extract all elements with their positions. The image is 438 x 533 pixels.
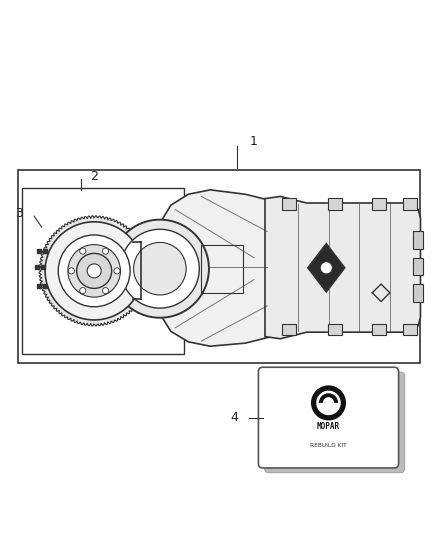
Wedge shape [319,393,338,403]
Circle shape [68,245,120,297]
FancyBboxPatch shape [18,170,420,363]
FancyBboxPatch shape [372,198,386,209]
Circle shape [120,229,199,308]
Wedge shape [323,397,334,403]
Text: 3: 3 [15,207,23,221]
Text: MOPAR: MOPAR [317,422,340,431]
Polygon shape [308,244,345,292]
FancyBboxPatch shape [22,188,184,354]
Circle shape [58,235,130,307]
FancyBboxPatch shape [328,198,342,209]
FancyBboxPatch shape [282,324,296,335]
Circle shape [102,287,109,294]
Circle shape [77,253,112,288]
Text: 2: 2 [90,170,98,183]
FancyBboxPatch shape [413,258,423,275]
FancyBboxPatch shape [372,324,386,335]
FancyBboxPatch shape [282,198,296,209]
FancyBboxPatch shape [413,284,423,302]
Circle shape [87,264,101,278]
Circle shape [316,391,341,415]
Circle shape [102,248,109,254]
Circle shape [311,385,346,421]
FancyBboxPatch shape [328,324,342,335]
Text: 4: 4 [231,411,239,424]
Text: REBUILD KIT: REBUILD KIT [310,443,347,448]
FancyBboxPatch shape [258,367,399,468]
FancyBboxPatch shape [413,231,423,249]
FancyBboxPatch shape [403,198,417,209]
Polygon shape [158,190,272,346]
Polygon shape [265,197,420,339]
Circle shape [80,287,86,294]
Polygon shape [39,216,149,326]
Circle shape [45,222,143,320]
Circle shape [320,262,332,274]
Circle shape [134,243,186,295]
FancyBboxPatch shape [403,324,417,335]
Circle shape [68,268,74,274]
Circle shape [111,220,209,318]
FancyBboxPatch shape [265,372,405,473]
Circle shape [114,268,120,274]
Text: 1: 1 [250,135,258,148]
Circle shape [80,248,86,254]
